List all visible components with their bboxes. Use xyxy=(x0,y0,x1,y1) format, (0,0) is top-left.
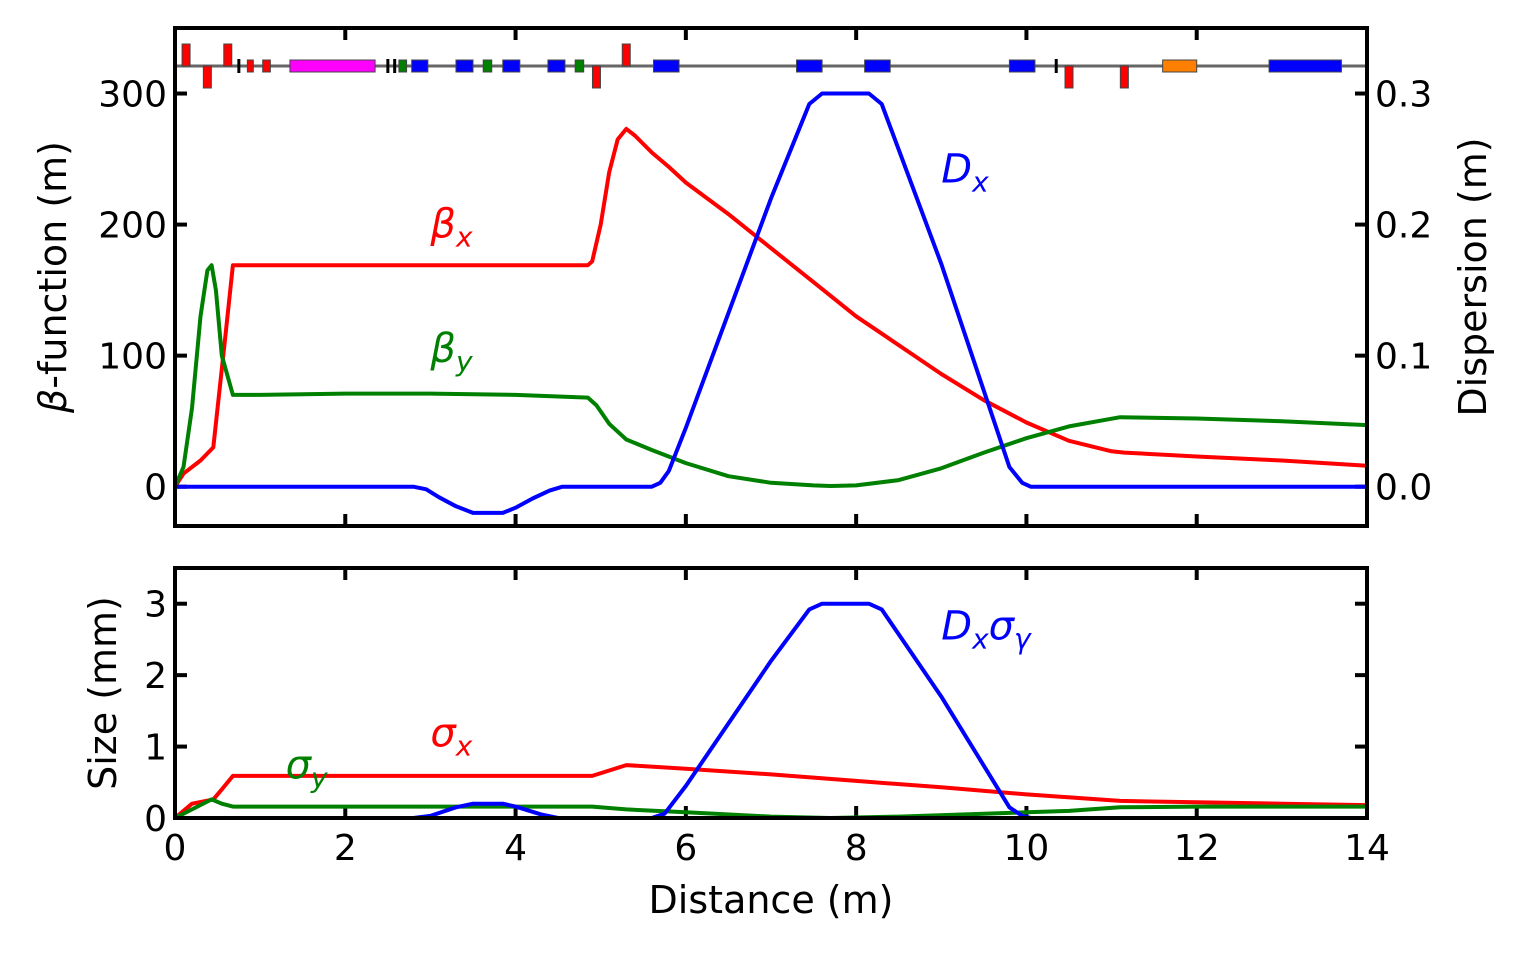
lattice-element xyxy=(411,59,429,73)
top-y2tick-label: 0.0 xyxy=(1375,468,1432,509)
bottom-xtick-label: 4 xyxy=(504,828,527,869)
top-y2tick-label: 0.2 xyxy=(1375,206,1432,247)
top-line-y-946 xyxy=(175,263,1367,489)
lattice-layout xyxy=(175,43,1367,89)
lattice-element xyxy=(1268,59,1342,73)
lattice-quadrupole xyxy=(1119,65,1129,89)
bottom-line-y-963 xyxy=(175,797,1367,818)
top-ylabel: β-function (m) xyxy=(31,141,75,414)
lattice-quadrupole xyxy=(181,43,191,67)
top-plot-frame xyxy=(173,26,1369,528)
lattice-marker xyxy=(237,59,241,73)
lattice-element xyxy=(289,59,376,73)
bottom-xtick-label: 12 xyxy=(1174,828,1220,869)
bottom-ytick-label: 2 xyxy=(144,656,167,697)
top-line-x-946 xyxy=(175,126,1367,489)
lattice-element xyxy=(1008,59,1036,73)
bottom-plot-frame xyxy=(173,566,1369,820)
lattice-element xyxy=(398,59,408,73)
top-panel: 0 100 200 300 0.0 0.1 0.2 0.3 βx βy Dx β-function… xyxy=(31,26,1495,528)
top-ytick-label: 200 xyxy=(98,206,167,247)
bottom-ytick-label: 1 xyxy=(144,728,167,769)
lattice-element xyxy=(547,59,566,73)
top-series-label: Dx xyxy=(941,147,989,199)
bottom-series-label: σy xyxy=(286,743,328,795)
lattice-element xyxy=(246,59,254,73)
top-series-labels: βx βy Dx xyxy=(429,147,989,379)
lattice-element xyxy=(1162,59,1198,73)
top-line-x-68 xyxy=(175,91,1367,515)
top-y2tick-label: 0.3 xyxy=(1375,75,1432,116)
bottom-xtick-label: 10 xyxy=(1004,828,1050,869)
bottom-ytick-label: 0 xyxy=(144,799,167,840)
lattice-element xyxy=(482,59,493,73)
top-series-label: βy xyxy=(429,326,473,378)
lattice-quadrupole xyxy=(591,65,601,89)
bottom-xtick-label: 14 xyxy=(1344,828,1390,869)
lattice-marker xyxy=(393,59,397,73)
bottom-xtick-label: 0 xyxy=(164,828,187,869)
lattice-element xyxy=(653,59,680,73)
bottom-ytick-label: 3 xyxy=(144,585,167,626)
bottom-series-labels: σx σy Dxσγ xyxy=(286,603,1032,794)
lattice-marker xyxy=(386,59,390,73)
top-ytick-label: 100 xyxy=(98,337,167,378)
lattice-quadrupole xyxy=(1064,65,1074,89)
top-y2tick-label: 0.1 xyxy=(1375,337,1432,378)
top-series-label: βx xyxy=(429,202,473,254)
bottom-xtick-label: 6 xyxy=(674,828,697,869)
top-axis-ticks: 0 100 200 300 0.0 0.1 0.2 0.3 xyxy=(98,28,1432,526)
top-ytick-label: 300 xyxy=(98,75,167,116)
bottom-line-x-γ-68 xyxy=(175,601,1367,818)
top-series-lines xyxy=(175,91,1367,515)
bottom-series-label: σx xyxy=(430,711,472,763)
lattice-marker xyxy=(1054,59,1058,73)
bottom-series-label: Dxσγ xyxy=(941,603,1032,655)
lattice-element xyxy=(796,59,823,73)
bottom-ylabel: Size (mm) xyxy=(81,596,125,790)
lattice-quadrupole xyxy=(621,43,631,67)
lattice-element xyxy=(455,59,474,73)
lattice-quadrupole xyxy=(223,43,233,67)
lattice-element xyxy=(574,59,585,73)
lattice-quadrupole xyxy=(202,65,212,89)
top-y2label: Dispersion (m) xyxy=(1451,137,1495,416)
lattice-element xyxy=(864,59,891,73)
bottom-series-lines xyxy=(175,601,1367,818)
top-ytick-label: 0 xyxy=(144,468,167,509)
bottom-xlabel: Distance (m) xyxy=(649,878,894,922)
lattice-element xyxy=(262,59,271,73)
lattice-element xyxy=(502,59,521,73)
bottom-xtick-label: 8 xyxy=(845,828,868,869)
bottom-xtick-label: 2 xyxy=(334,828,357,869)
bottom-line-x-963 xyxy=(175,763,1367,818)
